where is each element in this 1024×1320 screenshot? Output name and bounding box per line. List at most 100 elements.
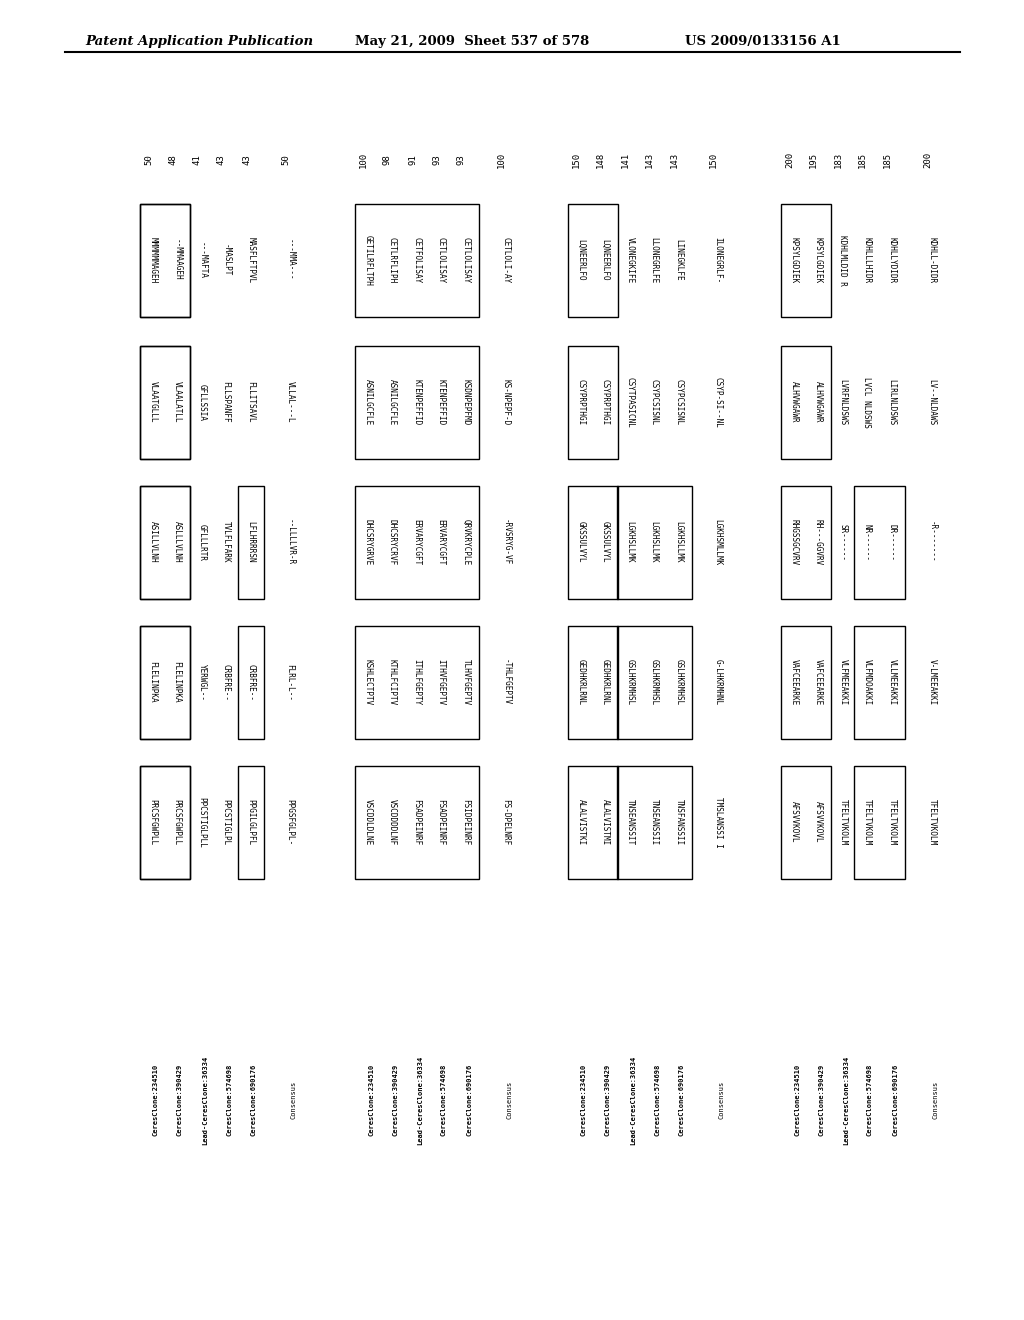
- Text: MASFLFTPVL: MASFLFTPVL: [247, 236, 256, 282]
- Text: CeresClone:234510: CeresClone:234510: [581, 1064, 587, 1137]
- Text: Consensus: Consensus: [932, 1081, 938, 1119]
- Bar: [781, 626, 831, 738]
- Text: 195: 195: [809, 152, 818, 168]
- Text: FS-DPELNRF: FS-DPELNRF: [502, 799, 511, 845]
- Text: LGKHSMLLMK: LGKHSMLLMK: [714, 519, 723, 565]
- Text: LVCL NLDSWS: LVCL NLDSWS: [862, 376, 871, 428]
- Text: CeresClone:690176: CeresClone:690176: [466, 1064, 472, 1137]
- Text: 143: 143: [645, 152, 654, 168]
- Text: Consensus: Consensus: [718, 1081, 724, 1119]
- Bar: [617, 766, 692, 879]
- Text: Patent Application Publication: Patent Application Publication: [85, 36, 313, 48]
- Text: CSYPCSISNL: CSYPCSISNL: [675, 379, 683, 425]
- Text: YERWGL--: YERWGL--: [198, 664, 207, 701]
- Text: 93: 93: [457, 154, 466, 165]
- Text: FLRL-L--: FLRL-L--: [286, 664, 295, 701]
- Bar: [355, 203, 479, 317]
- Text: RH---GGVRV: RH---GGVRV: [813, 519, 822, 565]
- Bar: [355, 486, 479, 598]
- Text: GEDHKRLRNL: GEDHKRLRNL: [577, 659, 586, 705]
- Bar: [617, 626, 692, 738]
- Text: LVRFNLDSWS: LVRFNLDSWS: [839, 379, 848, 425]
- Text: 48: 48: [168, 154, 177, 165]
- Text: CSYPCSISNL: CSYPCSISNL: [649, 379, 658, 425]
- Text: ITHVFGEPTV: ITHVFGEPTV: [436, 659, 445, 705]
- Text: Lead-CeresClone:36334: Lead-CeresClone:36334: [843, 1056, 849, 1144]
- Text: 41: 41: [193, 154, 202, 165]
- Text: NR------: NR------: [862, 524, 871, 561]
- Text: TLHVFGEPTV: TLHVFGEPTV: [462, 659, 470, 705]
- Bar: [781, 203, 831, 317]
- Text: TNSEANSSII: TNSEANSSII: [649, 799, 658, 845]
- Text: 150: 150: [572, 152, 581, 168]
- Bar: [355, 766, 479, 879]
- Text: PRCSFGWPLL: PRCSFGWPLL: [148, 799, 158, 845]
- Text: LGKHSLLMK: LGKHSLLMK: [626, 521, 635, 562]
- Text: ERVARYCGFT: ERVARYCGFT: [413, 519, 422, 565]
- Text: LGKHSLLMK: LGKHSLLMK: [675, 521, 683, 562]
- Text: CeresClone:690176: CeresClone:690176: [679, 1064, 685, 1137]
- Text: LFLHRRRSN: LFLHRRRSN: [247, 521, 256, 562]
- Text: TMSLANSSI I: TMSLANSSI I: [714, 796, 723, 847]
- Text: PRCSFGWPLL: PRCSFGWPLL: [172, 799, 181, 845]
- Text: 143: 143: [670, 152, 679, 168]
- Text: PPGILGLPFL: PPGILGLPFL: [247, 799, 256, 845]
- Text: 141: 141: [621, 152, 630, 168]
- Text: ASILLVLNH: ASILLVLNH: [148, 521, 158, 562]
- Text: ALALVISTKI: ALALVISTKI: [577, 799, 586, 845]
- Text: GEDHKRLRNL: GEDHKRLRNL: [600, 659, 609, 705]
- Bar: [140, 346, 190, 458]
- Text: DHCSRYGRVE: DHCSRYGRVE: [364, 519, 373, 565]
- Text: CeresClone:574698: CeresClone:574698: [867, 1064, 873, 1137]
- Text: CETLRFLIPH: CETLRFLIPH: [387, 236, 396, 282]
- Text: ---MAFTA: ---MAFTA: [198, 242, 207, 279]
- Text: 50: 50: [281, 154, 290, 165]
- Text: LIRLNLDSWS: LIRLNLDSWS: [888, 379, 896, 425]
- Text: 50: 50: [144, 154, 153, 165]
- Text: TNSEANSSIT: TNSEANSSIT: [626, 799, 635, 845]
- Bar: [140, 346, 190, 458]
- Text: CETLOLISAY: CETLOLISAY: [462, 236, 470, 282]
- Text: KS-NPEPF-D: KS-NPEPF-D: [502, 379, 511, 425]
- Text: VLONEGKIFE: VLONEGKIFE: [626, 236, 635, 282]
- Text: CeresClone:574698: CeresClone:574698: [654, 1064, 660, 1137]
- Text: KDHLMLDID R: KDHLMLDID R: [839, 235, 848, 285]
- Bar: [781, 346, 831, 458]
- Text: FSADPEINRF: FSADPEINRF: [413, 799, 422, 845]
- Text: KTHLFCIPTV: KTHLFCIPTV: [387, 659, 396, 705]
- Text: FLLITSAVL: FLLITSAVL: [247, 381, 256, 422]
- Text: -R-------: -R-------: [928, 521, 937, 562]
- Text: TFELTVKOLM: TFELTVKOLM: [862, 799, 871, 845]
- Bar: [854, 486, 905, 598]
- Bar: [854, 766, 905, 879]
- Text: KSHLECTPTV: KSHLECTPTV: [364, 659, 373, 705]
- Bar: [238, 626, 264, 738]
- Bar: [568, 766, 618, 879]
- Text: CeresClone:234510: CeresClone:234510: [153, 1064, 159, 1137]
- Text: --MMAAGEH: --MMAAGEH: [172, 239, 181, 281]
- Text: FSADPEINRF: FSADPEINRF: [436, 799, 445, 845]
- Text: VLAATGLLL: VLAATGLLL: [148, 381, 158, 422]
- Bar: [238, 486, 264, 598]
- Text: 183: 183: [834, 152, 843, 168]
- Text: DR------: DR------: [888, 524, 896, 561]
- Bar: [568, 203, 618, 317]
- Bar: [140, 626, 190, 738]
- Bar: [140, 486, 190, 598]
- Text: CeresClone:690176: CeresClone:690176: [251, 1064, 257, 1137]
- Text: LQNEERLFO: LQNEERLFO: [577, 239, 586, 281]
- Text: PPCSTIGLPL: PPCSTIGLPL: [221, 799, 230, 845]
- Bar: [140, 203, 190, 317]
- Text: LGKHSLLMK: LGKHSLLMK: [649, 521, 658, 562]
- Text: Lead-CeresClone:36334: Lead-CeresClone:36334: [202, 1056, 208, 1144]
- Text: Lead-CeresClone:36334: Lead-CeresClone:36334: [417, 1056, 423, 1144]
- Text: V-LMEEAKKI: V-LMEEAKKI: [928, 659, 937, 705]
- Text: GETILRFLTPH: GETILRFLTPH: [364, 235, 373, 285]
- Text: LINEGKLFE: LINEGKLFE: [675, 239, 683, 281]
- Text: 200: 200: [923, 152, 932, 168]
- Text: CETLOLISAY: CETLOLISAY: [436, 236, 445, 282]
- Bar: [568, 486, 618, 598]
- Bar: [140, 766, 190, 879]
- Text: VSCDDLDLNE: VSCDDLDLNE: [364, 799, 373, 845]
- Bar: [617, 486, 692, 598]
